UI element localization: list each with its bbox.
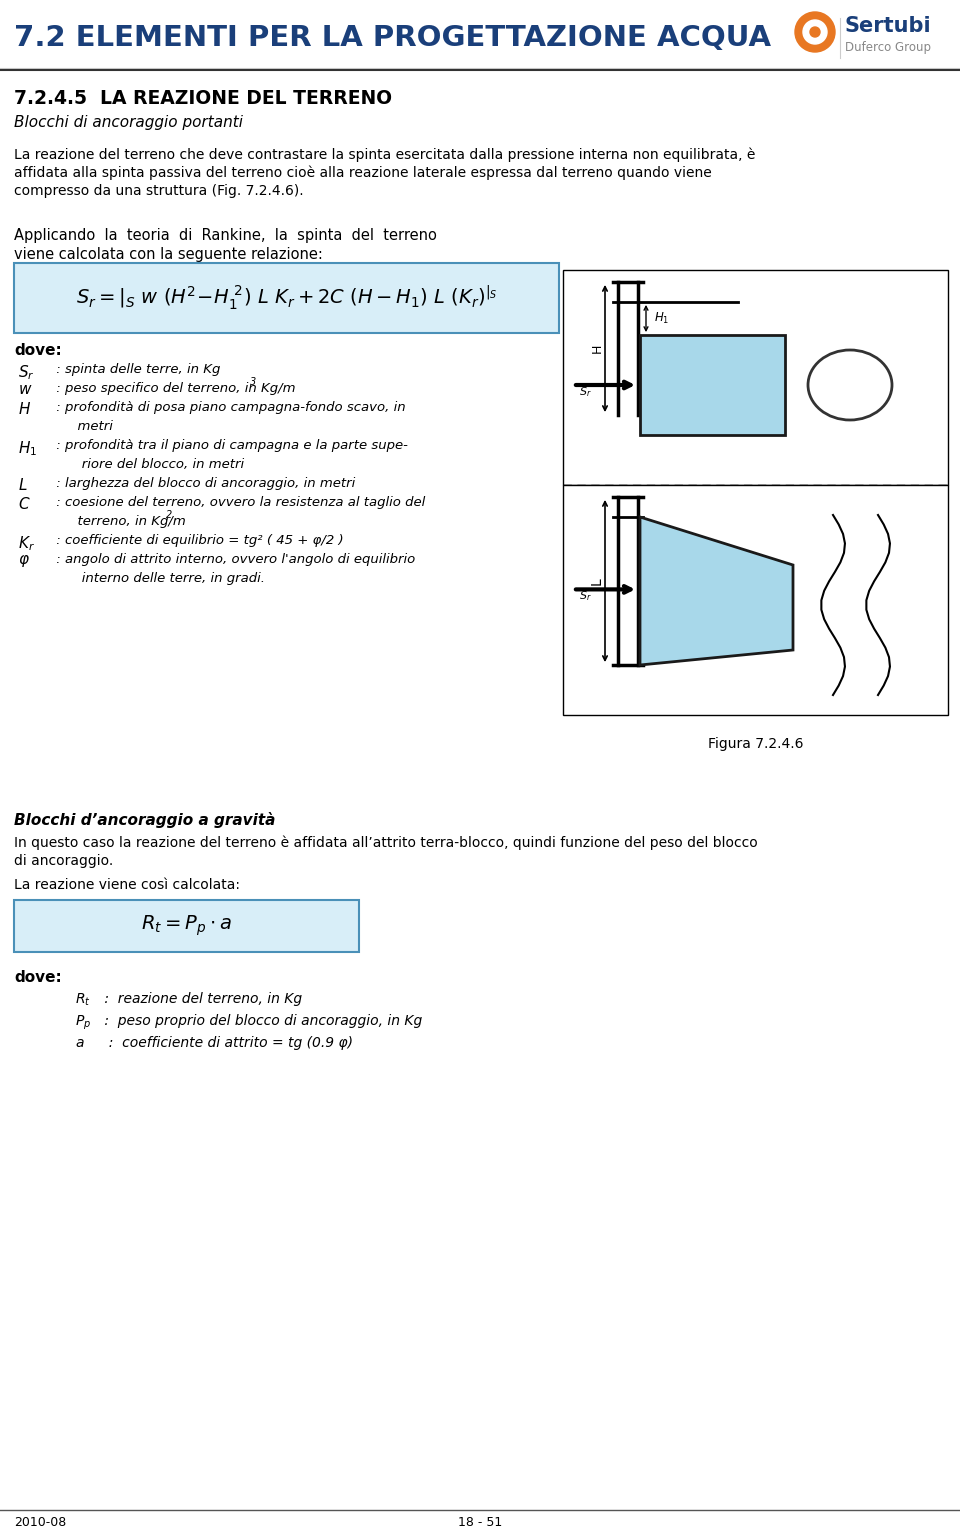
Text: : larghezza del blocco di ancoraggio, in metri: : larghezza del blocco di ancoraggio, in… xyxy=(52,477,355,490)
Text: R: R xyxy=(694,591,702,602)
Bar xyxy=(640,335,785,434)
Text: : coesione del terreno, ovvero la resistenza al taglio del: : coesione del terreno, ovvero la resist… xyxy=(52,496,425,510)
Text: $L$: $L$ xyxy=(18,477,28,493)
Text: Duferco Group: Duferco Group xyxy=(845,41,931,55)
Text: $H_1$: $H_1$ xyxy=(18,439,37,457)
Text: : spinta delle terre, in Kg: : spinta delle terre, in Kg xyxy=(52,362,221,376)
Text: $C$: $C$ xyxy=(18,496,31,513)
Text: Blocchi d’ancoraggio a gravità: Blocchi d’ancoraggio a gravità xyxy=(14,812,276,827)
Text: 3: 3 xyxy=(250,378,256,387)
Text: terreno, in Kg/m: terreno, in Kg/m xyxy=(52,516,185,528)
Bar xyxy=(563,270,948,485)
Text: : profondità di posa piano campagna-fondo scavo, in: : profondità di posa piano campagna-fond… xyxy=(52,401,406,414)
Text: $w$: $w$ xyxy=(18,382,33,398)
Text: In questo caso la reazione del terreno è affidata all’attrito terra-blocco, quin: In questo caso la reazione del terreno è… xyxy=(14,837,757,850)
Text: dove:: dove: xyxy=(14,342,61,358)
Bar xyxy=(14,262,559,333)
Text: Figura 7.2.4.6: Figura 7.2.4.6 xyxy=(708,737,804,751)
Text: H: H xyxy=(590,344,604,353)
Text: 2: 2 xyxy=(166,510,173,520)
Text: 7.2.4.5  LA REAZIONE DEL TERRENO: 7.2.4.5 LA REAZIONE DEL TERRENO xyxy=(14,89,392,107)
Circle shape xyxy=(803,20,827,45)
Text: $a$: $a$ xyxy=(75,1036,84,1050)
Text: 2010-08: 2010-08 xyxy=(14,1515,66,1529)
Text: : coefficiente di equilibrio = tg² ( 45 + φ/2 ): : coefficiente di equilibrio = tg² ( 45 … xyxy=(52,534,344,546)
Text: Applicando  la  teoria  di  Rankine,  la  spinta  del  terreno: Applicando la teoria di Rankine, la spin… xyxy=(14,229,437,243)
Text: dove:: dove: xyxy=(14,970,61,985)
Text: riore del blocco, in metri: riore del blocco, in metri xyxy=(52,457,244,471)
Text: Sertubi: Sertubi xyxy=(845,15,931,35)
Text: $S_r = |_S\ w\ ( H^2\!-\! H_1^{\ 2})\ L\ K_r + 2C\ (H - H_1)\ L\ (K_r)^{|_S}$: $S_r = |_S\ w\ ( H^2\!-\! H_1^{\ 2})\ L\… xyxy=(76,284,497,312)
Text: $S_r$: $S_r$ xyxy=(579,385,591,399)
Text: R: R xyxy=(691,387,699,398)
Text: di ancoraggio.: di ancoraggio. xyxy=(14,853,113,867)
Text: $H$: $H$ xyxy=(18,401,31,418)
Bar xyxy=(563,485,948,715)
Text: La reazione viene così calcolata:: La reazione viene così calcolata: xyxy=(14,878,240,892)
Ellipse shape xyxy=(808,350,892,421)
Text: Blocchi di ancoraggio portanti: Blocchi di ancoraggio portanti xyxy=(14,115,243,129)
Text: compresso da una struttura (Fig. 7.2.4.6).: compresso da una struttura (Fig. 7.2.4.6… xyxy=(14,184,303,198)
Bar xyxy=(14,900,359,952)
Text: L: L xyxy=(590,577,604,585)
Text: 18 - 51: 18 - 51 xyxy=(458,1515,502,1529)
Text: $φ$: $φ$ xyxy=(18,553,30,569)
Text: 7.2 ELEMENTI PER LA PROGETTAZIONE ACQUA: 7.2 ELEMENTI PER LA PROGETTAZIONE ACQUA xyxy=(14,25,771,52)
Text: $P_p$: $P_p$ xyxy=(75,1015,91,1033)
Text: :  reazione del terreno, in Kg: : reazione del terreno, in Kg xyxy=(100,992,302,1005)
Text: $S_r$: $S_r$ xyxy=(579,589,591,603)
Text: La reazione del terreno che deve contrastare la spinta esercitata dalla pression: La reazione del terreno che deve contras… xyxy=(14,147,756,163)
Polygon shape xyxy=(640,517,793,665)
Circle shape xyxy=(795,12,835,52)
Text: :  coefficiente di attrito = tg (0.9 φ): : coefficiente di attrito = tg (0.9 φ) xyxy=(100,1036,353,1050)
Text: $S_r$: $S_r$ xyxy=(18,362,35,382)
Text: metri: metri xyxy=(52,421,113,433)
Circle shape xyxy=(810,28,820,37)
Text: :  peso proprio del blocco di ancoraggio, in Kg: : peso proprio del blocco di ancoraggio,… xyxy=(100,1015,422,1028)
Text: $K_r$: $K_r$ xyxy=(18,534,35,553)
Text: affidata alla spinta passiva del terreno cioè alla reazione laterale espressa da: affidata alla spinta passiva del terreno… xyxy=(14,166,711,181)
Text: : angolo di attrito interno, ovvero l'angolo di equilibrio: : angolo di attrito interno, ovvero l'an… xyxy=(52,553,416,566)
Text: $H_1$: $H_1$ xyxy=(654,312,669,325)
Text: $R_t$: $R_t$ xyxy=(75,992,91,1008)
Text: viene calcolata con la seguente relazione:: viene calcolata con la seguente relazion… xyxy=(14,247,323,262)
Text: : peso specifico del terreno, in Kg/m: : peso specifico del terreno, in Kg/m xyxy=(52,382,296,394)
Text: interno delle terre, in gradi.: interno delle terre, in gradi. xyxy=(52,573,265,585)
Text: : profondità tra il piano di campagna e la parte supe-: : profondità tra il piano di campagna e … xyxy=(52,439,408,451)
Text: $R_t = P_p \cdot a$: $R_t = P_p \cdot a$ xyxy=(141,913,232,938)
